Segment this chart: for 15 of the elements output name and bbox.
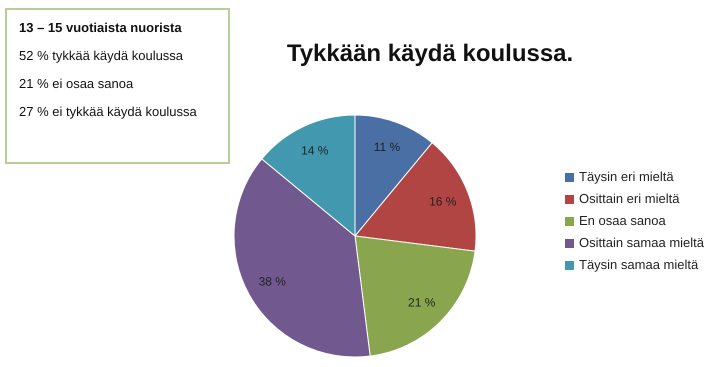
text: 27 % ei tykkää käydä koulussa <box>19 104 198 119</box>
data-label: 14 % <box>301 144 329 158</box>
data-label: 11 % <box>374 140 401 154</box>
data-label: 38 % <box>258 274 286 288</box>
legend-label: Täysin samaa mieltä <box>579 256 698 274</box>
legend-label: Täysin eri mieltä <box>579 168 674 186</box>
legend-label: En osaa sanoa <box>579 212 666 230</box>
text: 21 % ei osaa sanoa <box>19 76 134 91</box>
chart-title: Tykkään käydä koulussa. <box>286 40 574 68</box>
text: 13 – 15 vuotiaista nuorista <box>19 20 183 35</box>
legend-label: Osittain samaa mieltä <box>579 234 704 252</box>
data-label: 21 % <box>408 296 436 310</box>
text: 52 % tykkää käydä koulussa <box>19 48 184 63</box>
legend-label: Osittain eri mieltä <box>579 190 680 208</box>
data-label: 16 % <box>429 194 457 208</box>
